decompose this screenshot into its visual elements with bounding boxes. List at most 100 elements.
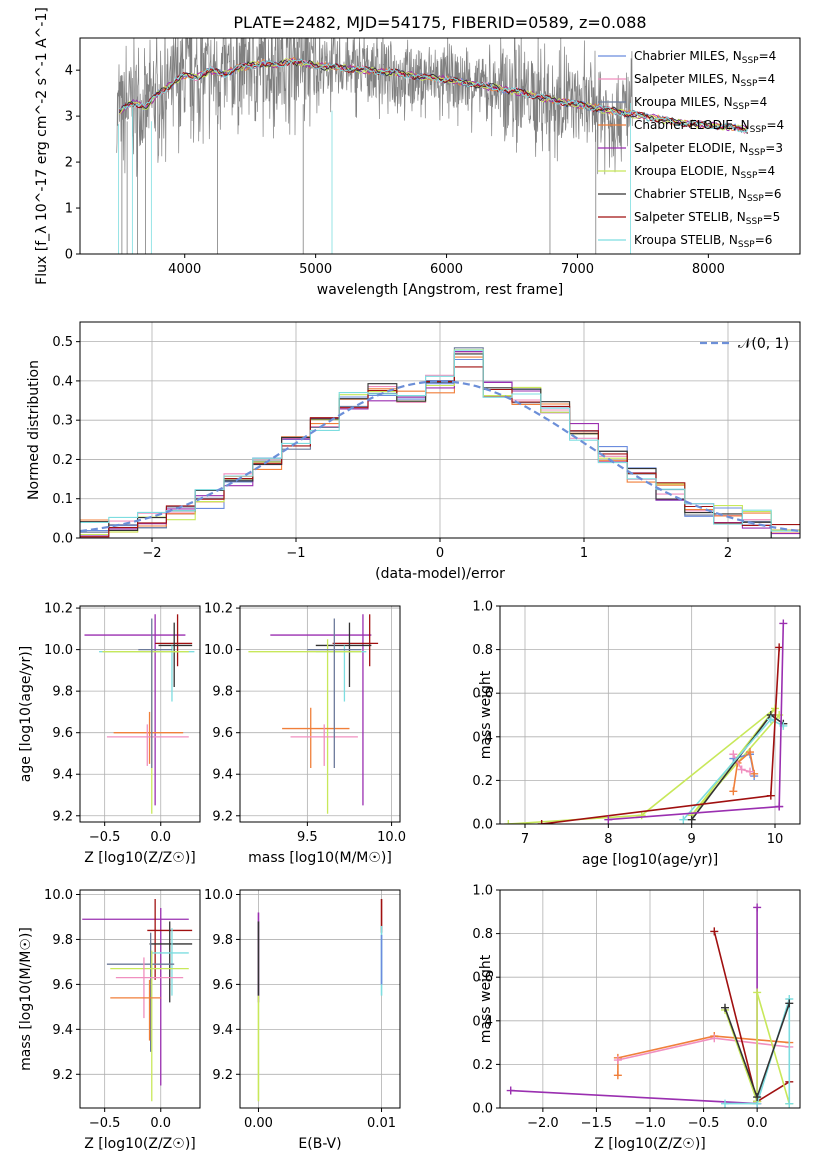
spectrum-frame bbox=[79, 37, 801, 255]
age-mass-ytick-label: 9.4 bbox=[212, 768, 233, 783]
mass-z-frame bbox=[79, 889, 201, 1109]
mw-age-marker bbox=[737, 765, 746, 774]
residual-ytick-label: 0.5 bbox=[52, 335, 73, 350]
age-z-frame bbox=[79, 605, 201, 823]
mw-z-xtick-label: −2.0 bbox=[527, 1116, 559, 1131]
age-z-plot-area bbox=[84, 614, 195, 814]
legend-entry-label: Salpeter MILES, NSSP=4 bbox=[634, 72, 775, 89]
mw-z-ytick-label: 0.8 bbox=[472, 927, 493, 942]
age-z-xtick-label: −0.5 bbox=[89, 830, 121, 845]
mw-age-marker bbox=[504, 820, 513, 824]
age-z-ytick-label: 9.2 bbox=[52, 809, 73, 824]
mw-z-ytick-label: 0.6 bbox=[472, 971, 493, 986]
mw-age-marker bbox=[766, 791, 775, 800]
mass-ebv-ytick-label: 9.2 bbox=[212, 1068, 233, 1083]
age-mass-x-axis-label: mass [log10(M/M☉)] bbox=[248, 850, 392, 866]
residual-ytick-label: 0.4 bbox=[52, 374, 73, 389]
mw-z-xtick-label: −1.5 bbox=[581, 1116, 613, 1131]
mw-age-marker bbox=[746, 748, 754, 757]
residual-xtick-label: 2 bbox=[724, 546, 732, 561]
mw-z-marker bbox=[753, 903, 762, 912]
age-z-panel: −0.5 0.0 9.2 9.4 9.6 9.8 10.0 10.2 Z [log10(Z/Z☉… bbox=[18, 602, 201, 866]
mw-z-marker bbox=[613, 1071, 622, 1080]
mass-z-ytick-label: 9.6 bbox=[52, 978, 73, 993]
mw-age-line bbox=[732, 750, 755, 792]
spectrum-xtick-label: 5000 bbox=[299, 262, 332, 277]
spectrum-data-line bbox=[116, 38, 633, 177]
spectrum-legend: Chabrier MILES, NSSP=4 Salpeter MILES, NS… bbox=[598, 49, 784, 250]
mass-ebv-ytick-label: 10.0 bbox=[204, 888, 233, 903]
mass-z-y-axis-label: mass [log10(M/M☉)] bbox=[18, 927, 34, 1071]
mw-z-ytick-label: 1.0 bbox=[472, 884, 493, 899]
residual-ytick-label: 0.1 bbox=[52, 492, 73, 507]
mw-z-marker bbox=[721, 1003, 729, 1012]
mass-z-plot-area bbox=[82, 898, 193, 1102]
residual-xtick-label: 0 bbox=[436, 546, 444, 561]
age-z-ytick-label: 10.2 bbox=[44, 602, 73, 617]
mw-age-xtick-label: 10 bbox=[767, 832, 784, 847]
mw-age-marker bbox=[766, 715, 775, 724]
mw-age-ytick-label: 0.6 bbox=[472, 687, 493, 702]
mass-ebv-ytick-label: 9.4 bbox=[212, 1023, 233, 1038]
mw-z-marker bbox=[506, 1086, 515, 1095]
mw-z-marker bbox=[710, 927, 719, 936]
mw-age-ytick-label: 0.2 bbox=[472, 774, 493, 789]
spectrum-xtick-label: 8000 bbox=[692, 262, 725, 277]
residual-ytick-label: 0.2 bbox=[52, 453, 73, 468]
residual-y-axis-label: Normed distribution bbox=[26, 360, 42, 500]
mw-z-marker bbox=[785, 999, 794, 1008]
legend-entry-label: Salpeter STELIB, NSSP=5 bbox=[634, 210, 780, 227]
age-mass-ytick-label: 9.2 bbox=[212, 809, 233, 824]
age-z-ytick-label: 9.6 bbox=[52, 726, 73, 741]
mw-z-xtick-label: −0.5 bbox=[688, 1116, 720, 1131]
mw-z-x-axis-label: Z [log10(Z/Z☉)] bbox=[594, 1136, 706, 1152]
age-mass-ytick-label: 9.6 bbox=[212, 726, 233, 741]
mw-age-frame bbox=[499, 605, 801, 825]
age-z-ytick-label: 9.8 bbox=[52, 685, 73, 700]
mass-ebv-ytick-label: 9.6 bbox=[212, 978, 233, 993]
mw-age-marker bbox=[779, 619, 788, 628]
residual-x-axis-label: (data-model)/error bbox=[375, 566, 505, 582]
residual-histogram bbox=[80, 349, 800, 536]
mw-z-ytick-label: 0.0 bbox=[472, 1102, 493, 1117]
mw-age-xtick-label: 9 bbox=[688, 832, 696, 847]
mw-z-xtick-label: 0.0 bbox=[747, 1116, 768, 1131]
mw-age-marker bbox=[775, 643, 784, 652]
mw-age-marker bbox=[775, 802, 784, 811]
mass-ebv-panel: 0.00 0.01 9.2 9.4 9.6 9.8 10.0 E(B-V) bbox=[204, 888, 401, 1152]
spectrum-plot-area bbox=[116, 38, 749, 254]
mw-age-marker bbox=[687, 815, 696, 824]
mw-age-marker bbox=[750, 769, 759, 778]
age-mass-frame bbox=[239, 605, 401, 823]
mw-age-panel: 7 8 9 10 0.0 0.2 0.4 0.6 0.8 1.0 age [log10(age/yr… bbox=[472, 600, 801, 868]
spectrum-x-axis-label: wavelength [Angstrom, rest frame] bbox=[317, 282, 563, 298]
spectrum-panel: 4000 5000 6000 7000 8000 0 1 2 3 4 wavelength [Ang… bbox=[34, 7, 801, 298]
age-z-y-axis-label: age [log10(age/yr)] bbox=[18, 646, 34, 782]
residual-plot-area bbox=[80, 347, 800, 538]
spectrum-ytick-label: 1 bbox=[65, 202, 73, 217]
mw-z-marker bbox=[753, 988, 762, 997]
mw-age-x-axis-label: age [log10(age/yr)] bbox=[582, 852, 718, 868]
mw-age-marker bbox=[637, 811, 646, 820]
mw-age-marker bbox=[729, 750, 738, 759]
spectrum-xtick-label: 7000 bbox=[561, 262, 594, 277]
residual-ytick-label: 0.0 bbox=[52, 532, 73, 547]
mass-ebv-frame bbox=[239, 889, 401, 1109]
mw-z-y-axis-label: mass weight bbox=[478, 954, 494, 1043]
residual-xtick-label: −2 bbox=[142, 546, 161, 561]
mw-z-line bbox=[617, 1035, 790, 1076]
mw-age-plot-area bbox=[504, 619, 788, 824]
mw-z-line bbox=[510, 907, 758, 1105]
mw-z-marker bbox=[785, 1099, 794, 1108]
residual-xtick-label: −1 bbox=[286, 546, 305, 561]
mw-z-xtick-label: −1.0 bbox=[634, 1116, 666, 1131]
age-mass-plot-area bbox=[248, 614, 379, 814]
mass-ebv-xtick-label: 0.00 bbox=[244, 1116, 273, 1131]
mw-z-plot-area bbox=[506, 903, 794, 1108]
mw-age-xtick-label: 8 bbox=[604, 832, 612, 847]
age-mass-panel: 9.5 10.0 9.2 9.4 9.6 9.8 10.0 10.2 mass [log10(M… bbox=[204, 602, 406, 866]
residual-panel: −2 −1 0 1 2 0.0 0.1 0.2 0.3 0.4 0.5 (data-model)/er… bbox=[26, 321, 801, 582]
mw-age-marker bbox=[729, 787, 738, 796]
mass-z-x-axis-label: Z [log10(Z/Z☉)] bbox=[84, 1136, 196, 1152]
